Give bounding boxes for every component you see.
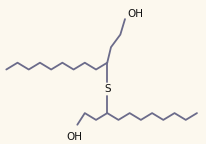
Text: OH: OH — [66, 131, 82, 142]
Text: S: S — [103, 84, 110, 94]
Text: OH: OH — [127, 9, 143, 19]
